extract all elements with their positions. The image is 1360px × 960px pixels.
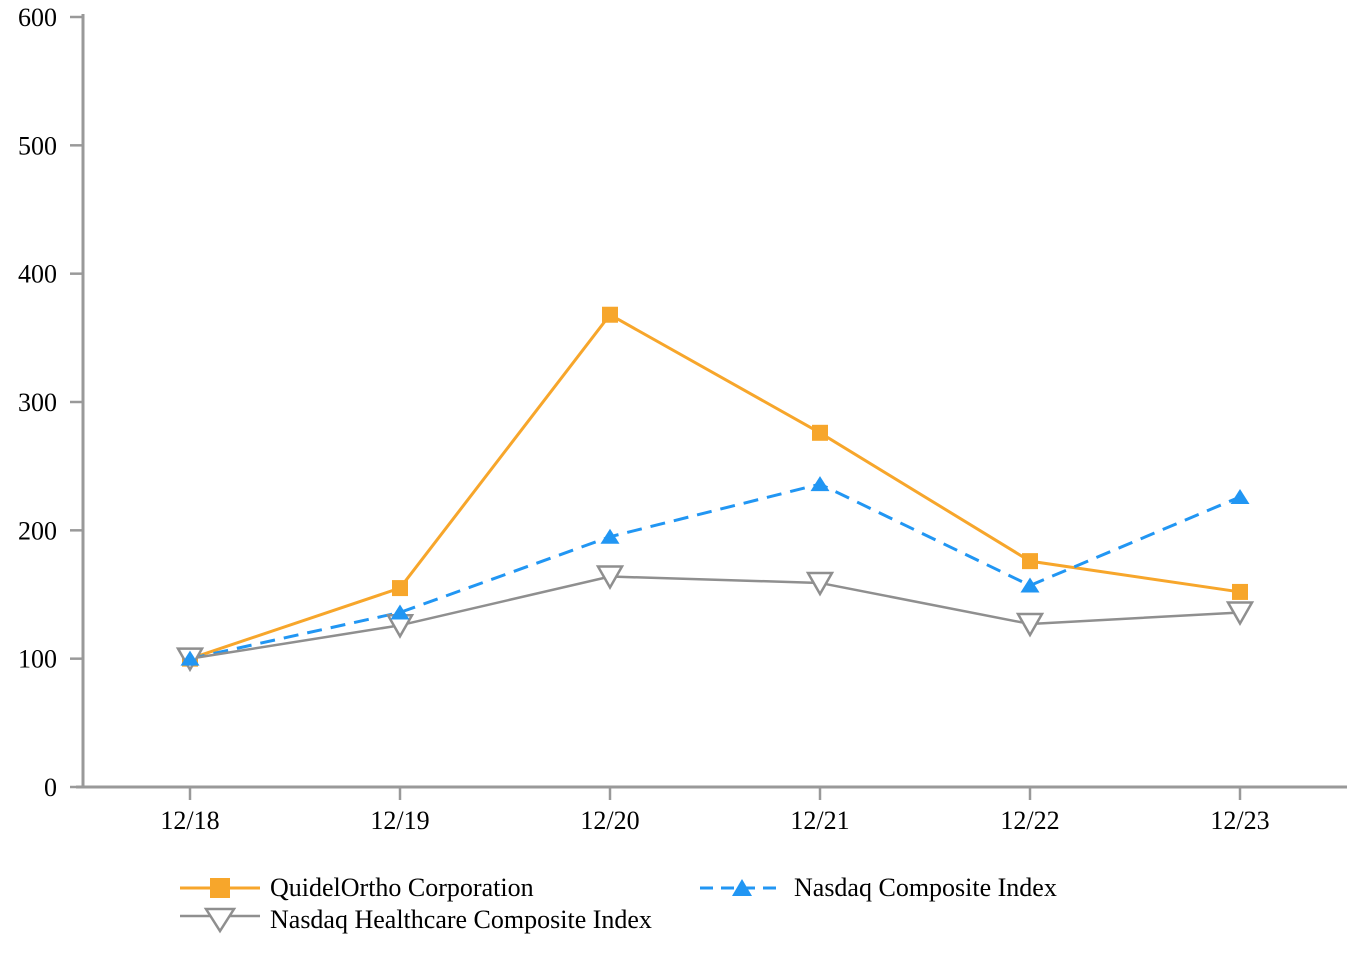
y-tick-label: 100 [18, 645, 57, 674]
legend-triangle-down-icon [203, 907, 237, 934]
triangle-up-marker-icon [1020, 577, 1040, 593]
square-marker-icon [1022, 553, 1038, 570]
series-markers-0 [182, 306, 1248, 667]
x-tick-label: 12/22 [1000, 806, 1059, 835]
square-marker-icon [812, 424, 828, 441]
legend-item-nasdaq-composite: Nasdaq Composite Index [700, 874, 1057, 902]
x-tick-label: 12/23 [1210, 806, 1269, 835]
series-markers-2 [175, 565, 1255, 673]
triangle-up-marker-icon [180, 650, 200, 666]
legend-item-quidelortho: QuidelOrtho Corporation [180, 874, 534, 902]
x-tick-label: 12/19 [370, 806, 429, 835]
square-marker-icon [602, 306, 618, 323]
legend-swatch-nasdaq-composite-icon [700, 879, 784, 896]
triangle-down-marker-icon [805, 571, 835, 597]
y-tick-label: 200 [18, 516, 57, 545]
y-tick-label: 400 [18, 260, 57, 289]
x-tick-label: 12/21 [790, 806, 849, 835]
x-tick-label: 12/18 [160, 806, 219, 835]
series-line-0 [189, 312, 1241, 661]
triangle-down-marker-icon [1015, 612, 1045, 638]
square-marker-icon [1232, 583, 1248, 600]
legend-label-nasdaq-healthcare: Nasdaq Healthcare Composite Index [270, 905, 652, 934]
triangle-down-marker-icon [595, 565, 625, 591]
y-tick-label: 600 [18, 3, 57, 32]
triangle-up-marker-icon [600, 528, 620, 544]
series-line-2 [189, 575, 1241, 660]
triangle-up-marker-icon [390, 604, 410, 620]
series-line-1 [189, 482, 1241, 661]
legend-label-nasdaq-composite: Nasdaq Composite Index [794, 873, 1057, 902]
triangle-up-marker-icon [810, 476, 830, 492]
axes: 0 100 200 300 400 500 600 12/18 12/19 12/20 12/21 1… [18, 3, 1347, 835]
triangle-down-marker-icon [1225, 601, 1255, 626]
legend-swatch-nasdaq-healthcare-icon [180, 907, 260, 934]
legend-triangle-up-icon [732, 879, 752, 896]
square-marker-icon [392, 580, 408, 597]
y-tick-label: 0 [44, 773, 57, 802]
legend-square-icon [210, 878, 230, 898]
performance-line-chart: 0 100 200 300 400 500 600 12/18 12/19 12/20 12/21 1… [18, 3, 1347, 835]
legend-label-quidelortho: QuidelOrtho Corporation [270, 873, 534, 902]
legend-swatch-quidelortho-icon [180, 878, 260, 898]
legend-item-nasdaq-healthcare: Nasdaq Healthcare Composite Index [180, 904, 652, 936]
x-tick-label: 12/20 [580, 806, 639, 835]
triangle-up-marker-icon [1230, 488, 1250, 504]
y-tick-label: 500 [18, 131, 57, 160]
y-tick-label: 300 [18, 388, 57, 417]
series-markers-1 [180, 476, 1250, 666]
